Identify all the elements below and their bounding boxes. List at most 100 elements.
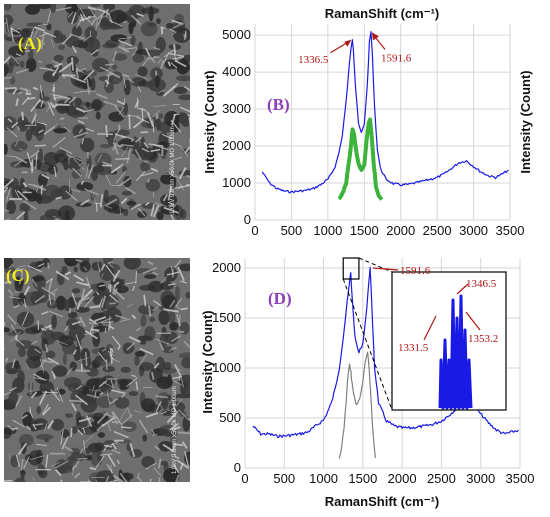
sem-fiber xyxy=(146,178,150,183)
panel-label-c: (C) xyxy=(6,266,30,285)
sem-pore xyxy=(75,202,92,208)
sem-fiber xyxy=(14,189,20,199)
sem-fiber xyxy=(97,351,107,363)
sem-fiber xyxy=(178,167,187,180)
sem-fiber xyxy=(84,352,88,366)
sem-pore xyxy=(104,79,114,94)
sem-fiber xyxy=(97,8,110,20)
sem-fiber xyxy=(38,60,43,63)
sem-fiber xyxy=(163,206,179,214)
sem-fiber xyxy=(49,102,56,109)
annotation-arrow xyxy=(465,311,481,331)
sem-fiber xyxy=(115,170,127,184)
sem-fiber xyxy=(75,369,91,372)
sem-fiber xyxy=(108,71,121,79)
sem-fiber xyxy=(34,348,41,354)
sem-fiber xyxy=(75,107,86,113)
sem-fiber xyxy=(42,406,51,416)
sem-fiber xyxy=(41,327,46,332)
sem-fiber xyxy=(172,375,183,380)
sem-fiber xyxy=(85,276,92,289)
sem-fiber xyxy=(109,397,119,405)
sem-pore xyxy=(163,468,180,482)
sem-fiber xyxy=(178,330,185,333)
sem-fiber xyxy=(157,89,164,95)
sem-pore xyxy=(160,290,175,307)
sem-fiber xyxy=(81,138,85,145)
sem-fiber xyxy=(109,294,119,303)
sem-fiber xyxy=(153,55,160,59)
sem-fiber xyxy=(34,144,46,147)
sem-fiber xyxy=(115,314,127,320)
sem-fiber xyxy=(153,46,161,51)
sem-fiber xyxy=(168,283,176,286)
chart-d-ylabel: Intensity (Count) xyxy=(200,310,215,413)
sem-fiber xyxy=(174,455,180,459)
sem-fiber xyxy=(14,140,19,147)
sem-fiber xyxy=(30,455,44,461)
sem-fiber xyxy=(136,472,140,479)
sem-pore xyxy=(178,263,190,272)
sem-fiber xyxy=(39,67,56,71)
sem-fiber xyxy=(89,324,94,335)
sem-fiber xyxy=(151,428,156,435)
sem-pore xyxy=(132,53,145,63)
sem-fiber xyxy=(181,441,188,449)
x-tick-label: 3000 xyxy=(466,471,495,486)
sem-fiber xyxy=(178,431,190,435)
sem-fiber xyxy=(186,183,190,187)
sem-fiber xyxy=(121,43,127,53)
sem-fiber xyxy=(152,119,155,133)
sem-pore xyxy=(170,174,177,190)
sem-pore xyxy=(98,261,103,269)
sem-pore xyxy=(102,366,115,373)
sem-pore xyxy=(70,447,80,455)
sem-pore xyxy=(39,214,54,220)
sem-fiber xyxy=(96,291,100,296)
sem-fiber xyxy=(65,190,78,201)
sem-fiber xyxy=(99,194,104,208)
sem-pore xyxy=(123,208,129,217)
sem-fiber xyxy=(5,17,9,33)
sem-pore xyxy=(21,27,36,33)
sem-fiber xyxy=(188,117,190,127)
sem-fiber xyxy=(15,454,21,467)
sem-fiber xyxy=(187,114,190,117)
sem-fiber xyxy=(53,166,57,178)
sem-fiber xyxy=(47,357,59,365)
sem-fiber xyxy=(77,457,88,460)
sem-fiber xyxy=(84,188,99,196)
sem-fiber xyxy=(32,423,37,431)
sem-fiber xyxy=(82,427,86,434)
sem-fiber xyxy=(8,263,14,269)
sem-fiber xyxy=(44,422,48,431)
sem-fiber xyxy=(119,206,122,216)
sem-fiber xyxy=(174,364,181,376)
sem-pore xyxy=(17,347,26,358)
sem-fiber xyxy=(146,111,155,127)
sem-fiber xyxy=(105,173,112,186)
sem-pore xyxy=(14,278,23,292)
sem-fiber xyxy=(132,118,145,129)
sem-fiber xyxy=(63,98,70,104)
sem-fiber xyxy=(63,126,71,132)
sem-fiber xyxy=(34,423,43,426)
sem-pore xyxy=(35,433,54,440)
sem-fiber xyxy=(18,272,24,285)
sem-fiber xyxy=(103,444,109,452)
sem-pore xyxy=(6,200,17,215)
sem-fiber xyxy=(120,143,134,147)
sem-fiber xyxy=(89,305,100,309)
sem-fiber xyxy=(174,156,183,161)
sem-texture-c xyxy=(4,258,190,482)
sem-fiber xyxy=(172,380,183,386)
sem-pore xyxy=(74,97,82,107)
sem-pore xyxy=(141,7,160,15)
sem-fiber xyxy=(15,68,30,74)
sem-pore xyxy=(94,442,105,452)
y-tick-label: 2000 xyxy=(212,260,241,275)
sem-fiber xyxy=(10,324,17,334)
sem-fiber xyxy=(124,281,136,285)
sem-fiber xyxy=(120,426,132,429)
sem-fiber xyxy=(184,146,190,154)
